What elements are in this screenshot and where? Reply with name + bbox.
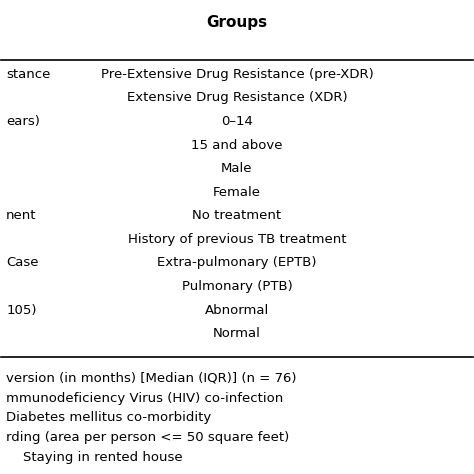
Text: No treatment: No treatment xyxy=(192,210,282,222)
Text: ears): ears) xyxy=(6,115,40,128)
Text: Pulmonary (PTB): Pulmonary (PTB) xyxy=(182,280,292,293)
Text: 15 and above: 15 and above xyxy=(191,138,283,152)
Text: Pre-Extensive Drug Resistance (pre-XDR): Pre-Extensive Drug Resistance (pre-XDR) xyxy=(100,68,374,81)
Text: stance: stance xyxy=(6,68,50,81)
Text: mmunodeficiency Virus (HIV) co-infection: mmunodeficiency Virus (HIV) co-infection xyxy=(6,392,283,405)
Text: nent: nent xyxy=(6,210,36,222)
Text: Abnormal: Abnormal xyxy=(205,303,269,317)
Text: History of previous TB treatment: History of previous TB treatment xyxy=(128,233,346,246)
Text: Diabetes mellitus co-morbidity: Diabetes mellitus co-morbidity xyxy=(6,411,211,424)
Text: Normal: Normal xyxy=(213,327,261,340)
Text: Staying in rented house: Staying in rented house xyxy=(6,451,182,464)
Text: 105): 105) xyxy=(6,303,36,317)
Text: Female: Female xyxy=(213,186,261,199)
Text: Groups: Groups xyxy=(207,15,267,30)
Text: version (in months) [Median (IQR)] (n = 76): version (in months) [Median (IQR)] (n = … xyxy=(6,372,297,385)
Text: Extensive Drug Resistance (XDR): Extensive Drug Resistance (XDR) xyxy=(127,91,347,104)
Text: Male: Male xyxy=(221,162,253,175)
Text: Case: Case xyxy=(6,256,38,269)
Text: Extra-pulmonary (EPTB): Extra-pulmonary (EPTB) xyxy=(157,256,317,269)
Text: rding (area per person <= 50 square feet): rding (area per person <= 50 square feet… xyxy=(6,431,289,444)
Text: 0–14: 0–14 xyxy=(221,115,253,128)
